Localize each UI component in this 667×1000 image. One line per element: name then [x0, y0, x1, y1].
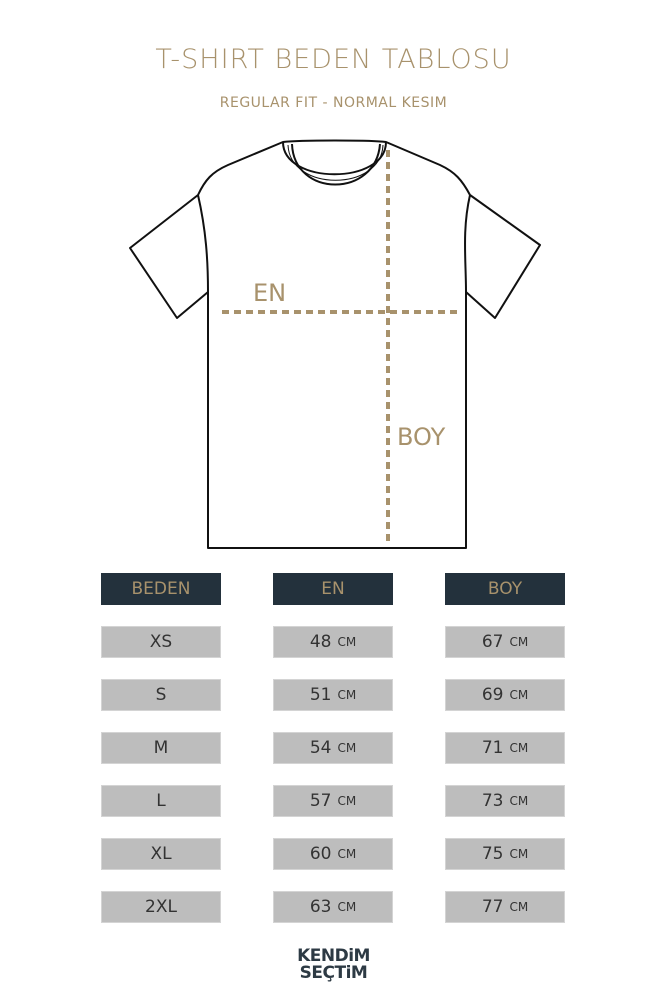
unit-label: CM [337, 900, 357, 914]
cell-en: 57 CM [273, 785, 393, 817]
cell-value: L [156, 791, 166, 811]
tshirt-outline [129, 139, 541, 549]
cell-value: XL [150, 844, 172, 864]
cell-size: S [101, 679, 221, 711]
cell-size: L [101, 785, 221, 817]
unit-label: CM [509, 741, 529, 755]
cell-value: 57 [309, 791, 332, 811]
cell-value: 67 [481, 632, 504, 652]
sleeve-seam-left [197, 194, 209, 293]
page-subtitle: REGULAR FIT - NORMAL KESIM [219, 95, 448, 111]
length-label: BOY [397, 423, 446, 451]
cell-value: 54 [309, 738, 332, 758]
cell-en: 54 CM [273, 732, 393, 764]
cell-en: 48 CM [273, 626, 393, 658]
cell-boy: 67 CM [445, 626, 565, 658]
cell-size: M [101, 732, 221, 764]
unit-label: CM [337, 794, 357, 808]
unit-label: CM [337, 847, 357, 861]
cell-boy: 73 CM [445, 785, 565, 817]
cell-size: XL [101, 838, 221, 870]
unit-label: CM [509, 688, 529, 702]
tshirt-diagram [129, 139, 541, 549]
cell-value: 71 [481, 738, 504, 758]
cell-en: 51 CM [273, 679, 393, 711]
unit-label: CM [509, 635, 529, 649]
cell-boy: 77 CM [445, 891, 565, 923]
cell-value: 77 [481, 897, 504, 917]
cell-value: 2XL [145, 897, 177, 917]
collar-seam [287, 144, 384, 181]
brand-logo: KENDiM SEÇTiM [0, 948, 667, 982]
header-width: EN [273, 573, 393, 605]
cell-boy: 71 CM [445, 732, 565, 764]
cell-value: XS [149, 632, 173, 652]
header-size: BEDEN [101, 573, 221, 605]
cell-value: S [155, 685, 167, 705]
width-label: EN [253, 279, 287, 307]
unit-label: CM [509, 794, 529, 808]
collar-inner [291, 143, 381, 186]
unit-label: CM [337, 688, 357, 702]
unit-label: CM [509, 847, 529, 861]
cell-boy: 75 CM [445, 838, 565, 870]
cell-value: 48 [309, 632, 332, 652]
cell-value: 69 [481, 685, 504, 705]
cell-en: 60 CM [273, 838, 393, 870]
unit-label: CM [337, 741, 357, 755]
cell-value: 51 [309, 685, 332, 705]
cell-boy: 69 CM [445, 679, 565, 711]
header-length: BOY [445, 573, 565, 605]
cell-value: 60 [309, 844, 332, 864]
unit-label: CM [337, 635, 357, 649]
cell-value: 63 [309, 897, 332, 917]
collar-outer [282, 141, 387, 176]
unit-label: CM [509, 900, 529, 914]
logo-line-2: SEÇTiM [299, 963, 368, 983]
page-title: T-SHIRT BEDEN TABLOSU [155, 44, 512, 75]
cell-size: XS [101, 626, 221, 658]
logo-line-1: KENDiM [297, 946, 370, 966]
cell-value: 73 [481, 791, 504, 811]
cell-value: M [153, 738, 169, 758]
cell-size: 2XL [101, 891, 221, 923]
sleeve-seam-right [464, 194, 471, 293]
cell-en: 63 CM [273, 891, 393, 923]
cell-value: 75 [481, 844, 504, 864]
